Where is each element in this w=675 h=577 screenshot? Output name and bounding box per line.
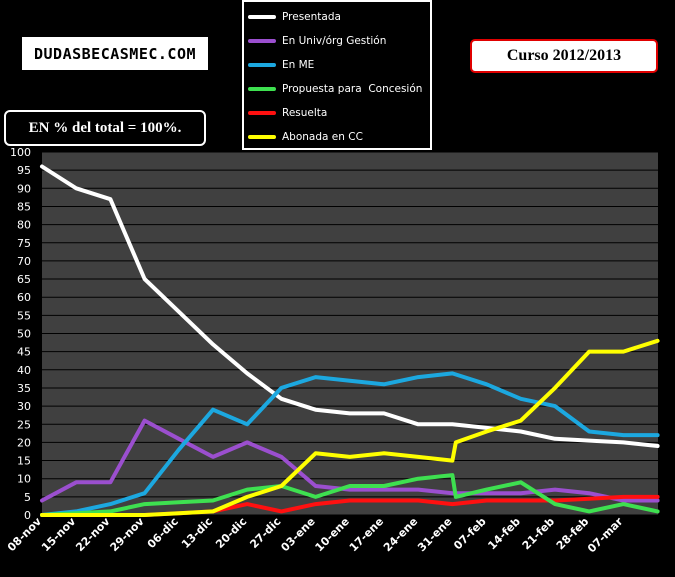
y-tick-label: 20	[17, 436, 31, 449]
y-tick-label: 15	[17, 455, 31, 468]
y-tick-label: 10	[17, 473, 31, 486]
legend-item-abonada: Abonada en CC	[248, 127, 363, 147]
legend-label: Presentada	[282, 11, 341, 23]
x-tick-label: 24-ene	[381, 515, 420, 554]
x-tick-label: 20-dic	[213, 515, 249, 551]
x-tick-label: 03-ene	[278, 515, 317, 554]
legend-label: Abonada en CC	[282, 131, 363, 143]
y-tick-label: 40	[17, 364, 31, 377]
y-tick-label: 5	[24, 491, 31, 504]
series-lines	[40, 164, 660, 517]
series-line-2	[40, 371, 660, 517]
y-tick-label: 30	[17, 400, 31, 413]
x-tick-label: 17-ene	[347, 515, 386, 554]
y-axis: 0 5 10 15 20 25 30 35 40 45 50 55 60 65 70 75 80 85 90 95 10…	[10, 146, 31, 522]
x-tick-label: 22-nov	[73, 514, 113, 554]
legend-swatch	[248, 111, 276, 115]
legend-item-resuelta: Resuelta	[248, 103, 327, 123]
series-line-0	[40, 164, 660, 448]
y-tick-label: 55	[17, 309, 31, 322]
series-line-5	[40, 338, 660, 517]
site-logo: DUDASBECASMEC.COM	[22, 37, 208, 70]
series-line-1	[40, 418, 660, 503]
y-tick-label: 80	[17, 219, 31, 232]
x-tick-label: 21-feb	[520, 515, 558, 553]
legend-swatch	[248, 135, 276, 139]
percentage-note: EN % del total = 100%.	[4, 110, 206, 146]
x-tick-label: 10-ene	[313, 515, 352, 554]
x-tick-label: 31-ene	[415, 515, 454, 554]
x-tick-label: 15-nov	[39, 514, 79, 554]
chart-legend: Presentada En Univ/órg Gestión En ME Pro…	[242, 0, 432, 150]
legend-item-en-univ: En Univ/órg Gestión	[248, 31, 386, 51]
y-tick-label: 45	[17, 346, 31, 359]
y-tick-label: 60	[17, 291, 31, 304]
x-tick-label: 07-feb	[451, 515, 489, 553]
y-tick-label: 50	[17, 328, 31, 341]
y-tick-label: 25	[17, 418, 31, 431]
y-tick-label: 0	[24, 509, 31, 522]
legend-swatch	[248, 39, 276, 43]
x-tick-label: 06-dic	[145, 515, 181, 551]
x-tick-label: 13-dic	[179, 515, 215, 551]
x-tick-label: 14-feb	[485, 515, 523, 553]
y-tick-label: 35	[17, 382, 31, 395]
legend-label: Resuelta	[282, 107, 328, 119]
legend-swatch	[248, 87, 276, 91]
legend-label: Propuesta para Concesión	[282, 83, 423, 95]
y-tick-label: 85	[17, 200, 31, 213]
y-tick-label: 70	[17, 255, 31, 268]
legend-swatch	[248, 15, 276, 19]
y-tick-label: 95	[17, 164, 31, 177]
legend-swatch	[248, 63, 276, 67]
x-tick-label: 29-nov	[108, 514, 148, 554]
y-tick-label: 75	[17, 237, 31, 250]
legend-item-propuesta: Propuesta para Concesión	[248, 79, 422, 99]
y-tick-label: 65	[17, 273, 31, 286]
series-line-3	[40, 473, 660, 517]
legend-item-presentada: Presentada	[248, 7, 341, 27]
legend-label: En Univ/órg Gestión	[282, 35, 387, 47]
y-tick-label: 100	[10, 146, 31, 159]
gridlines	[42, 151, 658, 516]
legend-label: En ME	[282, 59, 315, 71]
legend-item-en-me: En ME	[248, 55, 314, 75]
y-tick-label: 90	[17, 182, 31, 195]
x-axis: 08-nov15-nov22-nov29-nov06-dic13-dic20-d…	[5, 514, 626, 555]
course-label: Curso 2012/2013	[470, 39, 658, 73]
x-tick-label: 07-mar	[585, 515, 626, 556]
